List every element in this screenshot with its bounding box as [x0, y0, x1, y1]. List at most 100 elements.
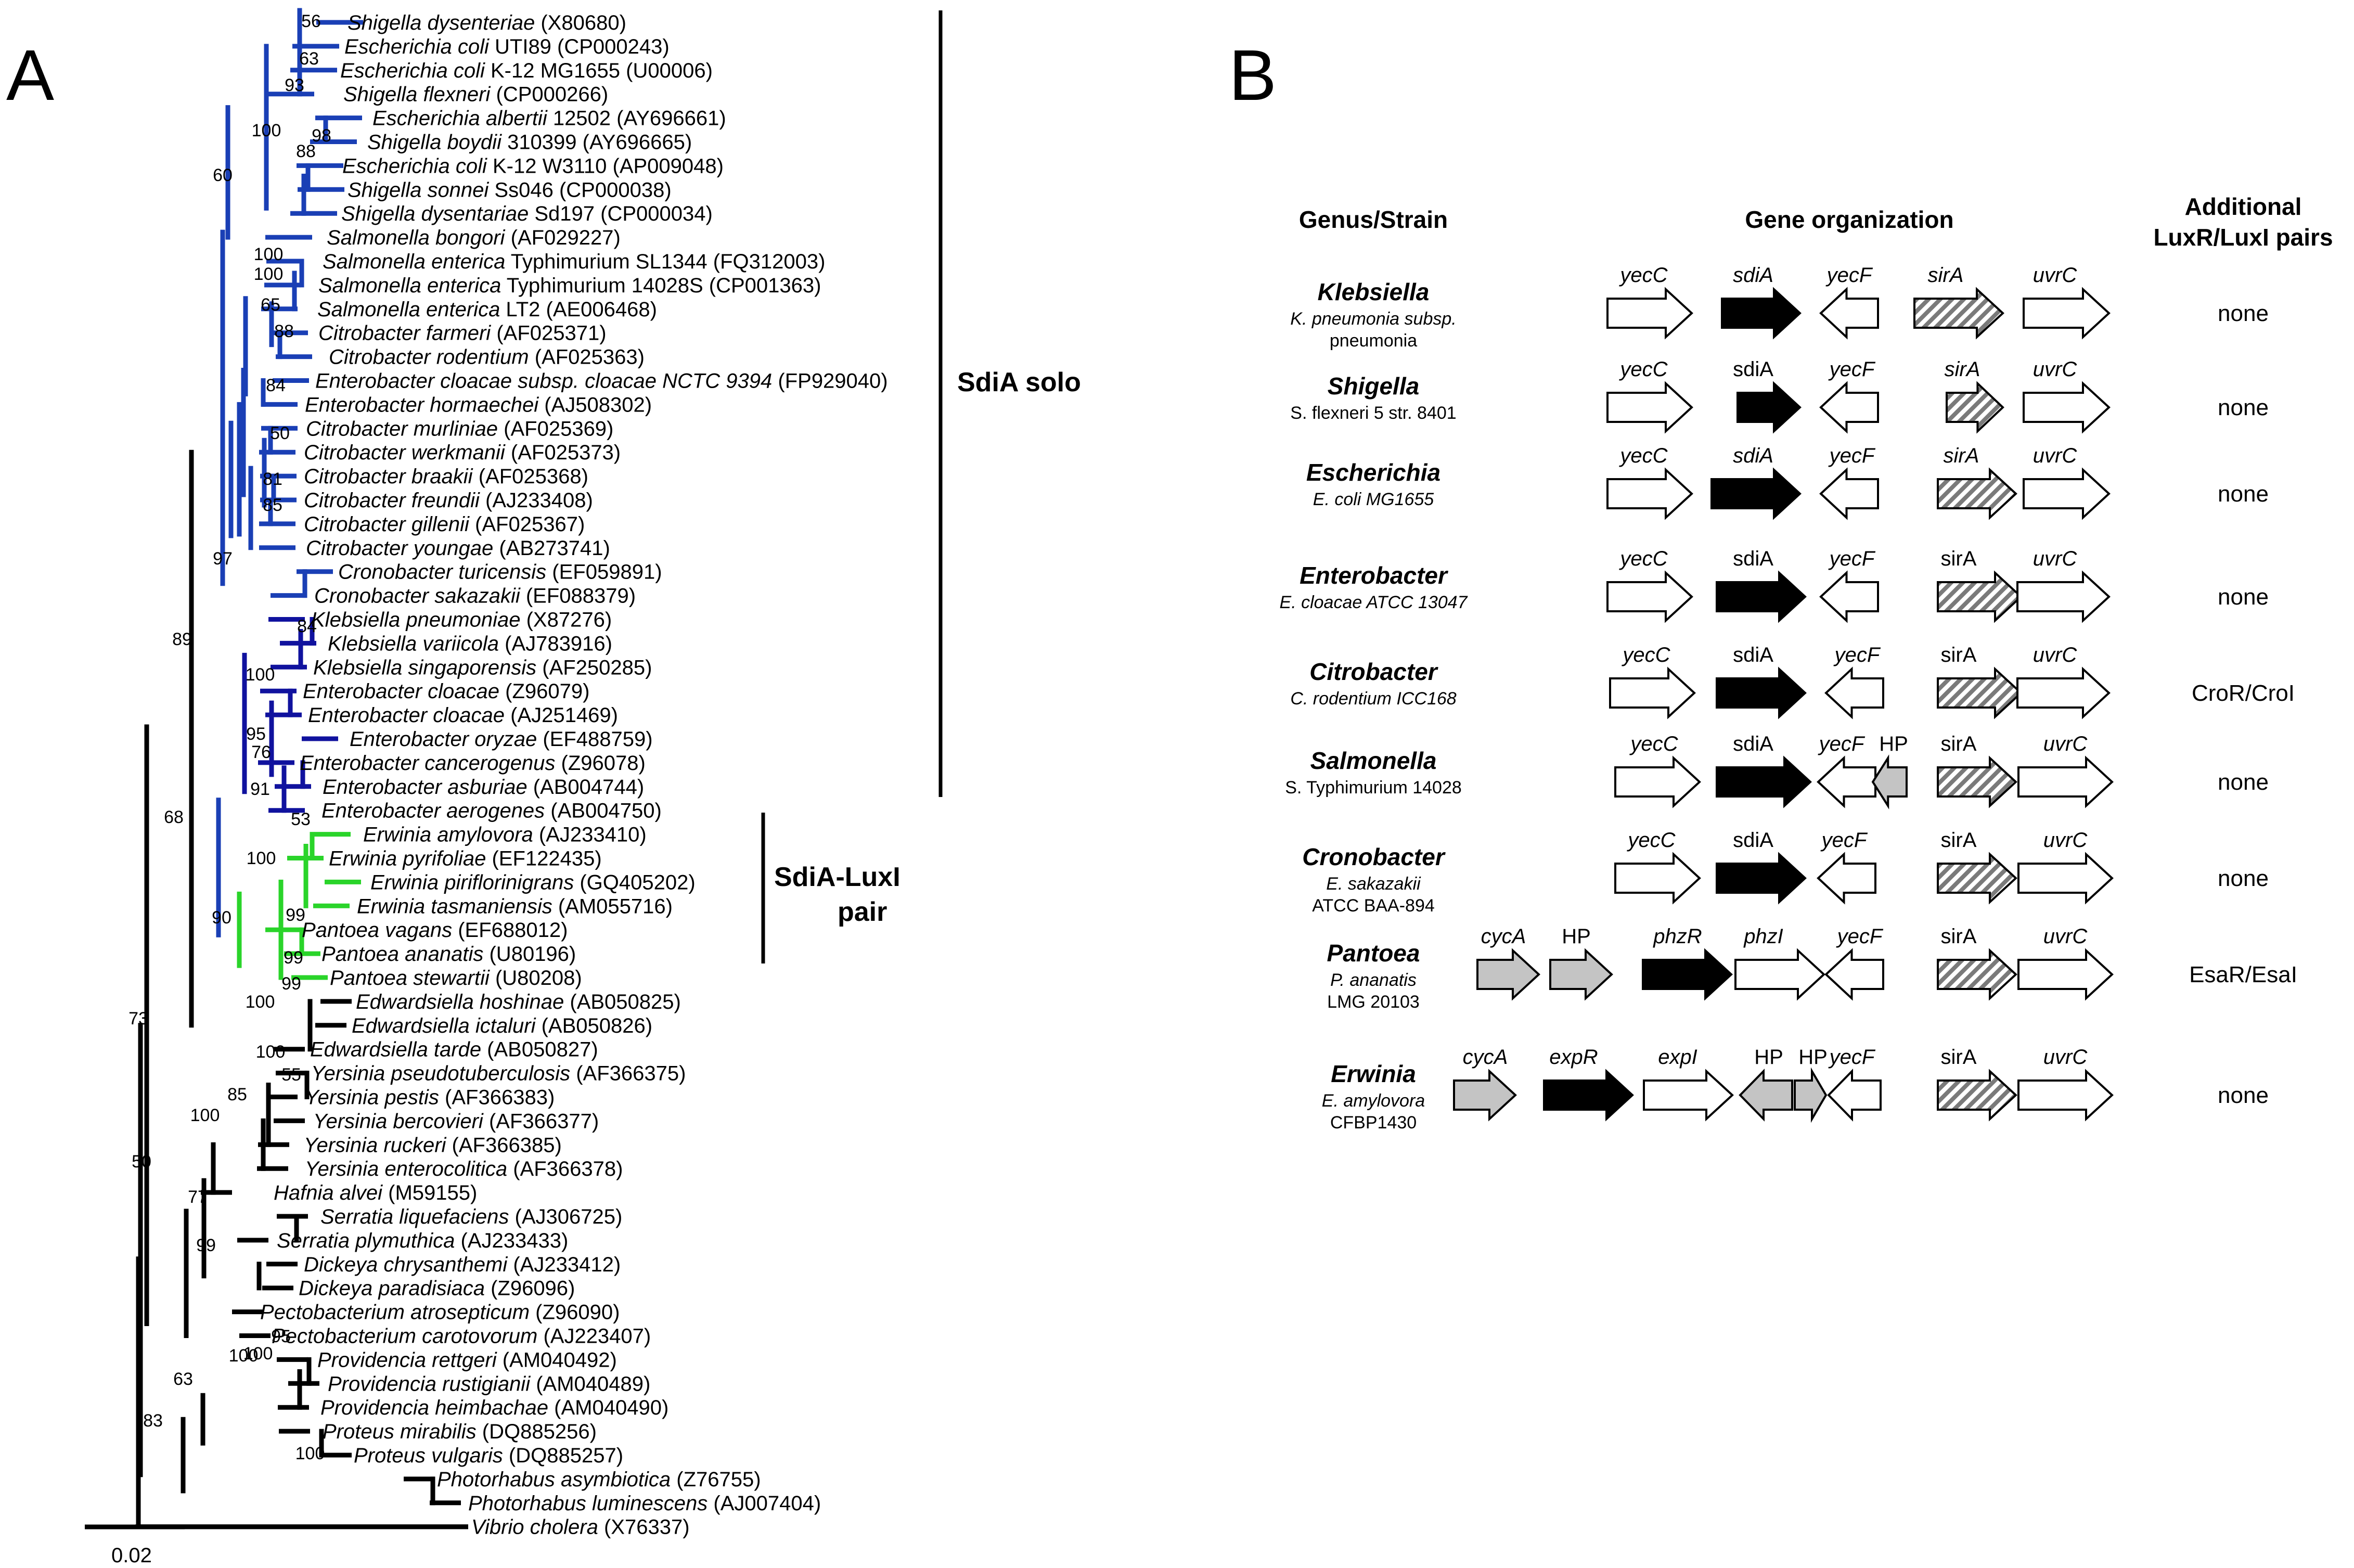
taxon-label: Serratia liquefaciens (AJ306725): [320, 1205, 622, 1228]
taxon-accession: (AM040490): [548, 1396, 668, 1419]
taxon-label: Citrobacter gillenii (AF025367): [304, 513, 585, 536]
bootstrap-value: 65: [261, 295, 280, 315]
taxon-accession: K-12 MG1655 (U00006): [485, 59, 713, 82]
taxon-label: Erwinia tasmaniensis (AM055716): [357, 895, 673, 918]
taxon-species: Klebsiella pneumoniae: [311, 609, 521, 632]
gene-arrow: [2017, 755, 2114, 808]
header-luxr-luxi-pairs: LuxR/LuxI pairs: [2153, 224, 2333, 251]
taxon-accession: (AJ251469): [505, 704, 618, 727]
taxon-accession: (AJ306725): [509, 1205, 622, 1228]
taxon-species: Dickeya chrysanthemi: [304, 1253, 508, 1276]
strain-name: P. ananatis: [1330, 970, 1417, 990]
taxon-accession: (EF059891): [546, 561, 662, 584]
taxon-accession: (AF025373): [505, 441, 621, 464]
taxon-label: Serratia plymuthica (AJ233433): [277, 1229, 568, 1252]
taxon-label: Citrobacter braakii (AF025368): [304, 465, 588, 488]
gene-arrow: [1614, 755, 1701, 808]
gene-label: yecF: [1836, 925, 1884, 948]
taxon-species: Yersinia pseudotuberculosis: [311, 1062, 570, 1085]
gene-arrow: [1819, 381, 1879, 434]
taxon-accession: Typhimurium SL1344 (FQ312003): [505, 250, 825, 273]
taxon-species: Klebsiella variicola: [328, 632, 499, 655]
gene-label: sdiA: [1733, 264, 1773, 287]
taxon-species: Salmonella enterica: [318, 274, 501, 297]
taxon-species: Pectobacterium carotovorum: [272, 1325, 537, 1348]
gene-arrow: [2023, 467, 2111, 520]
gene-label: yecF: [1828, 1046, 1876, 1069]
taxon-species: Hafnia alvei: [274, 1181, 383, 1204]
taxon-accession: (AJ007404): [708, 1492, 821, 1515]
taxon-accession: (EF488759): [537, 728, 652, 751]
taxon-accession: (AJ783916): [499, 632, 612, 655]
gene-label: uvrC: [2043, 925, 2088, 948]
taxon-species: Shigella boydii: [367, 131, 502, 154]
bootstrap-value: 100: [190, 1106, 220, 1125]
bootstrap-value: 93: [285, 75, 304, 95]
taxon-label: Providencia rustigianii (AM040489): [328, 1372, 650, 1395]
gene-arrow: [1824, 948, 1884, 1001]
taxon-accession: (U80196): [483, 943, 576, 966]
taxon-accession: (DQ885257): [503, 1444, 623, 1467]
taxon-accession: (Z96079): [499, 680, 589, 703]
strain-name: S. flexneri 5 str. 8401: [1290, 403, 1456, 423]
taxon-species: Yersinia bercovieri: [313, 1110, 484, 1133]
gene-arrow: [2016, 570, 2111, 623]
taxon-accession: Typhimurium 14028S (CP001363): [501, 274, 821, 297]
genus-name: Escherichia: [1306, 459, 1440, 486]
taxon-species: Citrobacter freundii: [304, 489, 480, 512]
taxon-accession: (U80208): [490, 967, 582, 989]
taxon-accession: (AF366378): [507, 1158, 623, 1180]
gene-label: yecF: [1825, 264, 1873, 287]
bootstrap-value: 99: [286, 905, 305, 925]
taxon-label: Pectobacterium carotovorum (AJ223407): [272, 1325, 651, 1348]
taxon-species: Providencia heimbachae: [320, 1396, 548, 1419]
sdia-luxi-label-line1: SdiA-LuxI: [774, 862, 901, 892]
gene-arrow: [1736, 381, 1802, 434]
strain-name: pneumonia: [1330, 331, 1417, 351]
gene-arrow: [1817, 852, 1876, 905]
gene-label: sirA: [1945, 358, 1980, 381]
taxon-species: Escherichia coli: [344, 35, 490, 58]
taxon-accession: (EF688012): [452, 919, 568, 942]
taxon-accession: K-12 W3110 (AP009048): [487, 155, 724, 177]
gene-label: yecC: [1621, 644, 1670, 666]
gene-arrow: [1606, 467, 1693, 520]
bootstrap-value: 100: [256, 1042, 286, 1062]
taxon-label: Cronobacter sakazakii (EF088379): [314, 585, 636, 608]
panel-b-label: B: [1229, 35, 1277, 115]
gene-arrow: [2017, 852, 2114, 905]
taxon-label: Shigella dysentariae Sd197 (CP000034): [341, 202, 713, 225]
bootstrap-value: 77: [188, 1187, 208, 1207]
bootstrap-value: 50: [132, 1152, 151, 1172]
taxon-species: Vibrio cholera: [471, 1516, 598, 1539]
gene-arrow: [1913, 287, 2004, 340]
gene-label: cycA: [1481, 925, 1526, 948]
bootstrap-value: 100: [252, 121, 281, 140]
strain-name: E. cloacae ATCC 13047: [1280, 593, 1468, 612]
gene-arrow: [1937, 755, 2017, 808]
gene-arrow: [1549, 948, 1613, 1001]
taxon-accession: (CP000266): [490, 83, 608, 106]
bootstrap-value: 97: [213, 549, 233, 569]
bootstrap-value: 63: [173, 1369, 193, 1389]
taxon-label: Shigella boydii 310399 (AY696665): [367, 131, 692, 154]
taxon-species: Enterobacter cloacae: [308, 704, 505, 727]
taxon-label: Providencia heimbachae (AM040490): [320, 1396, 668, 1419]
gene-arrow: [1937, 666, 2023, 719]
taxon-species: Erwinia tasmaniensis: [357, 895, 552, 918]
taxon-accession: (AB273741): [493, 537, 610, 560]
gene-arrow: [1710, 467, 1802, 520]
gene-label: yecC: [1618, 444, 1668, 467]
luxr-luxi-pairs-value: none: [2218, 866, 2269, 891]
gene-label: sirA: [1941, 1046, 1977, 1069]
taxon-species: Escherichia coli: [340, 59, 485, 82]
taxon-label: Shigella dysenteriae (X80680): [348, 11, 626, 34]
taxon-species: Edwardsiella ictaluri: [352, 1014, 536, 1037]
gene-label: sdiA: [1733, 732, 1773, 755]
strain-name: E. amylovora: [1322, 1091, 1425, 1111]
bootstrap-value: 56: [301, 11, 321, 31]
gene-label: HP: [1754, 1046, 1783, 1069]
luxr-luxi-pairs-value: none: [2218, 584, 2269, 610]
gene-arrow: [1827, 1069, 1882, 1122]
gene-arrow: [1716, 666, 1807, 719]
